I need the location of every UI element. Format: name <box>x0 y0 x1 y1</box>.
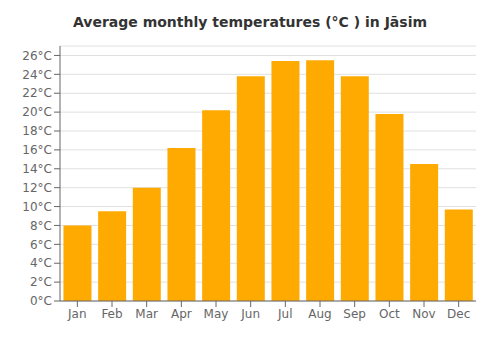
svg-text:4°C: 4°C <box>30 256 52 270</box>
svg-text:Sep: Sep <box>343 307 366 321</box>
svg-text:Aug: Aug <box>308 307 331 321</box>
svg-text:22°C: 22°C <box>22 86 52 100</box>
svg-text:10°C: 10°C <box>22 200 52 214</box>
svg-text:2°C: 2°C <box>30 275 52 289</box>
svg-text:12°C: 12°C <box>22 181 52 195</box>
svg-text:6°C: 6°C <box>30 238 52 252</box>
svg-text:24°C: 24°C <box>22 68 52 82</box>
svg-text:8°C: 8°C <box>30 219 52 233</box>
svg-text:Feb: Feb <box>101 307 122 321</box>
svg-text:Jan: Jan <box>67 307 87 321</box>
svg-text:14°C: 14°C <box>22 162 52 176</box>
svg-text:20°C: 20°C <box>22 105 52 119</box>
svg-text:Jun: Jun <box>240 307 260 321</box>
svg-text:Mar: Mar <box>135 307 158 321</box>
svg-text:Jul: Jul <box>277 307 292 321</box>
svg-text:Oct: Oct <box>379 307 400 321</box>
svg-text:16°C: 16°C <box>22 143 52 157</box>
html-text:Average monthly temperatures (: Average monthly temperatures (°C ) in Jā… <box>73 14 427 30</box>
svg-text:Apr: Apr <box>171 307 192 321</box>
svg-text:0°C: 0°C <box>30 294 52 308</box>
svg-text:18°C: 18°C <box>22 124 52 138</box>
svg-text:May: May <box>204 307 229 321</box>
svg-text:Dec: Dec <box>447 307 470 321</box>
svg-text:Nov: Nov <box>412 307 435 321</box>
svg-text:26°C: 26°C <box>22 49 52 63</box>
